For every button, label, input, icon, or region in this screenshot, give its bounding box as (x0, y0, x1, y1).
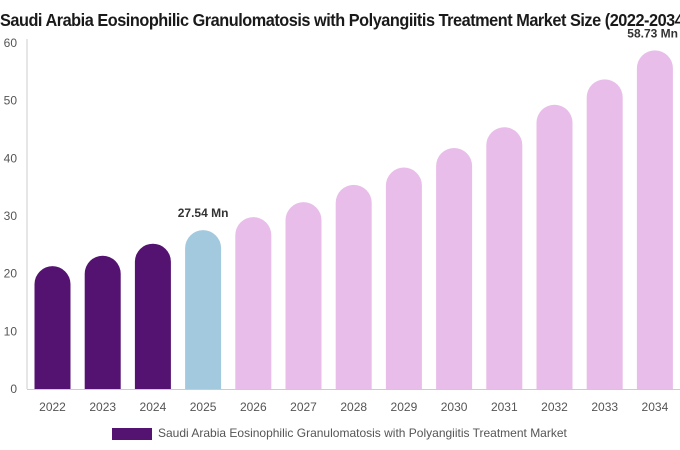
x-axis: 2022 2023 2024 2025 2026 2027 2028 2029 2030 2031… (27, 389, 680, 414)
y-tick-label: 10 (4, 324, 18, 338)
bar-2033 (586, 79, 623, 389)
y-axis: 0 10 20 30 40 50 60 (4, 36, 28, 396)
bar-2026 (235, 217, 272, 389)
x-tick-label: 2028 (340, 400, 367, 414)
y-tick-label: 20 (4, 267, 18, 281)
bars-group (34, 50, 673, 390)
x-tick-label: 2030 (441, 400, 468, 414)
bar-2025 (185, 230, 222, 389)
x-tick-label: 2033 (591, 400, 618, 414)
bar-2028 (335, 184, 372, 389)
x-tick-label: 2026 (240, 400, 267, 414)
bar-2034 (636, 50, 673, 389)
x-tick-label: 2032 (541, 400, 568, 414)
bar-2027 (285, 202, 322, 389)
x-tick-label: 2022 (39, 400, 66, 414)
y-tick-label: 50 (4, 94, 18, 108)
chart-title: Saudi Arabia Eosinophilic Granulomatosis… (0, 10, 680, 30)
x-tick-label: 2031 (491, 400, 518, 414)
y-tick-label: 0 (10, 382, 17, 396)
bar-2031 (486, 127, 523, 390)
legend: Saudi Arabia Eosinophilic Granulomatosis… (112, 426, 568, 440)
bar-2022 (34, 266, 71, 389)
y-tick-label: 30 (4, 209, 18, 223)
x-tick-label: 2029 (391, 400, 418, 414)
bar-2029 (385, 167, 422, 389)
x-tick-label: 2023 (89, 400, 116, 414)
data-label-2034: 58.73 Mn (627, 26, 678, 40)
bar-2023 (84, 255, 121, 389)
x-tick-label: 2027 (290, 400, 317, 414)
bar-2032 (536, 104, 573, 389)
x-tick-label: 2024 (140, 400, 167, 414)
legend-label: Saudi Arabia Eosinophilic Granulomatosis… (158, 426, 568, 440)
bar-2030 (436, 147, 473, 389)
y-tick-label: 60 (4, 36, 18, 50)
data-labels-group: 27.54 Mn 58.73 Mn (178, 26, 678, 220)
x-tick-label: 2025 (190, 400, 217, 414)
data-label-2025: 27.54 Mn (178, 206, 229, 220)
bar-2024 (134, 243, 171, 389)
legend-swatch (112, 428, 152, 440)
x-tick-label: 2034 (642, 400, 669, 414)
y-tick-label: 40 (4, 151, 18, 165)
